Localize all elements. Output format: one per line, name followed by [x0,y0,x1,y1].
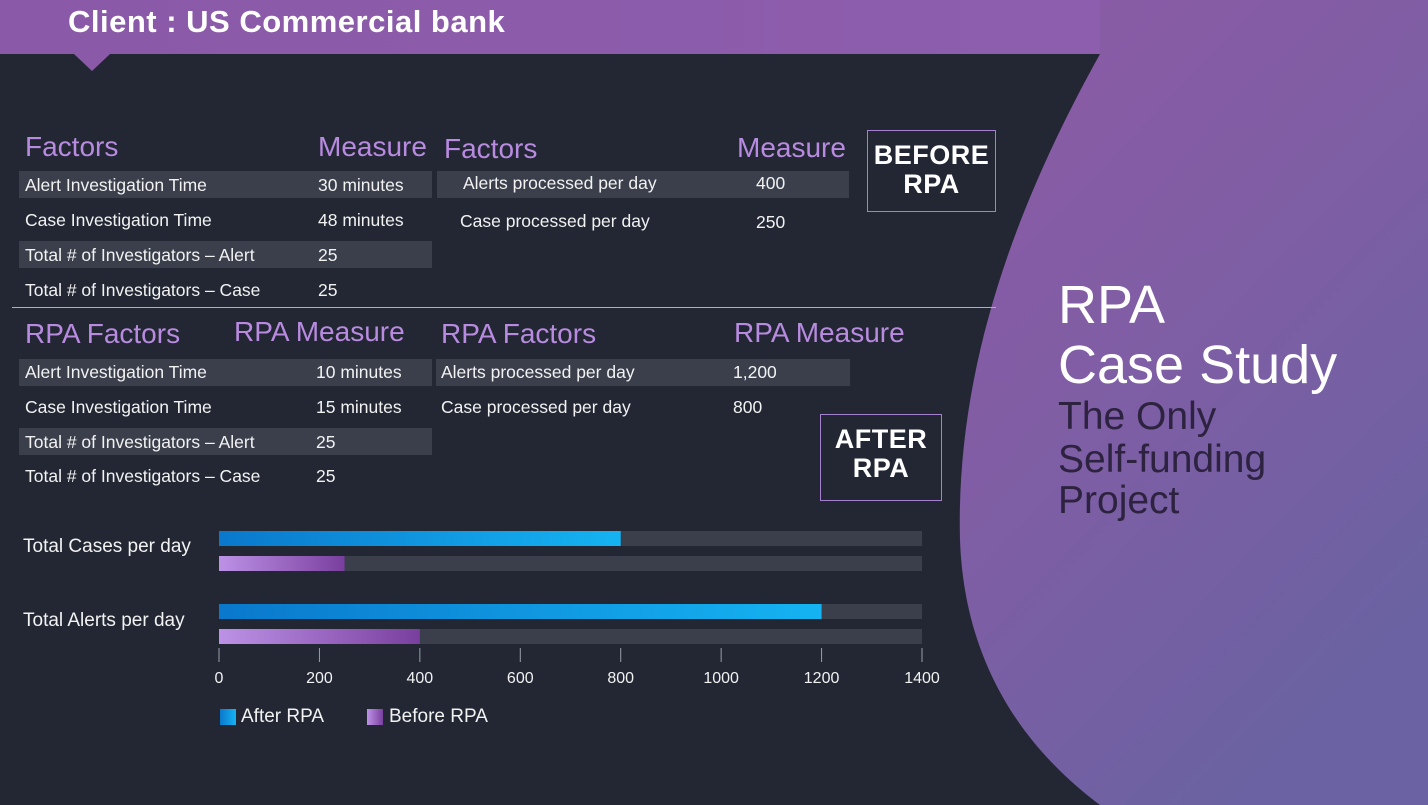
table-cell-measure: 48 minutes [318,210,404,230]
x-axis-tick-label: 400 [406,670,434,687]
legend-swatch-before [367,709,383,725]
side-title-line: RPA [1058,275,1166,335]
after-right-col2-heading: RPA Measure [734,317,905,348]
table-cell-factor: Total # of Investigators – Case [25,280,261,300]
table-cell-measure: 400 [756,173,786,193]
row-stripe [437,171,849,198]
side-panel-curve [959,0,1428,805]
x-axis-tick-label: 0 [214,670,224,687]
side-title-line: Case Study [1058,335,1338,395]
row-stripe [19,359,432,386]
after-right-col1-heading: RPA Factors [441,318,597,349]
row-stripe [436,359,850,386]
chart-category-label: Total Cases per day [23,536,191,557]
after-rpa-badge: AFTER RPA [820,414,942,501]
x-axis-tick-label: 600 [506,670,534,687]
x-axis-tick-label: 1400 [904,670,940,687]
table-cell-measure: 25 [318,245,338,265]
after-left-col2-heading: RPA Measure [234,316,405,347]
table-cell-factor: Alerts processed per day [463,173,657,193]
table-cell-measure: 30 minutes [318,175,404,195]
legend-label-after: After RPA [241,706,325,727]
badge-line: AFTER [834,424,928,454]
badge-line: BEFORE [873,140,990,170]
after-left-col1-heading: RPA Factors [25,318,181,349]
x-axis-tick-label: 1200 [803,670,840,687]
side-subtitle-line: Project [1058,479,1180,522]
before-right-col1-heading: Factors [444,133,538,164]
before-right-col2-heading: Measure [737,132,846,163]
row-stripe [19,428,432,455]
bar-after-0 [219,531,621,546]
badge-line: RPA [903,169,960,199]
before-rpa-badge: BEFORE RPA [867,130,996,212]
bar-chart [218,531,923,662]
table-cell-measure: 10 minutes [316,362,402,382]
section-divider [12,307,996,308]
row-stripe [19,171,432,198]
legend-label-before: Before RPA [389,706,488,727]
side-subtitle-line: The Only [1058,395,1217,438]
x-axis-tick-label: 200 [306,670,333,687]
page-title: Client : US Commercial bank [68,4,506,39]
table-cell-factor: Total # of Investigators – Alert [25,432,255,452]
bar-before-1 [219,629,420,644]
table-cell-factor: Case Investigation Time [25,397,212,417]
table-cell-measure: 15 minutes [316,397,402,417]
legend-swatch-after [220,709,236,725]
table-cell-factor: Alert Investigation Time [25,175,207,195]
table-cell-measure: 800 [733,397,763,417]
table-cell-measure: 1,200 [733,362,777,382]
chart-category-label: Total Alerts per day [23,610,185,631]
x-axis-tick-label: 800 [607,670,635,687]
x-axis-tick-label: 1000 [703,670,739,687]
table-cell-factor: Alerts processed per day [441,362,635,382]
side-subtitle-line: Self-funding [1058,438,1267,481]
bar-track [219,556,922,571]
table-cell-factor: Alert Investigation Time [25,362,207,382]
table-cell-measure: 250 [756,212,786,232]
table-cell-measure: 25 [316,432,336,452]
bar-after-1 [219,604,822,619]
table-cell-measure: 25 [318,280,338,300]
table-cell-factor: Total # of Investigators – Alert [25,245,255,265]
table-cell-factor: Case processed per day [460,211,650,231]
table-cell-factor: Case Investigation Time [25,210,212,230]
table-cell-factor: Case processed per day [441,397,631,417]
before-left-col1-heading: Factors [25,131,119,162]
bar-before-0 [219,556,345,571]
table-cell-measure: 25 [316,466,336,486]
row-stripe [19,241,432,268]
badge-line: RPA [852,453,910,483]
table-cell-factor: Total # of Investigators – Case [25,466,261,486]
header-band [0,0,1428,71]
before-left-col2-heading: Measure [318,131,427,162]
